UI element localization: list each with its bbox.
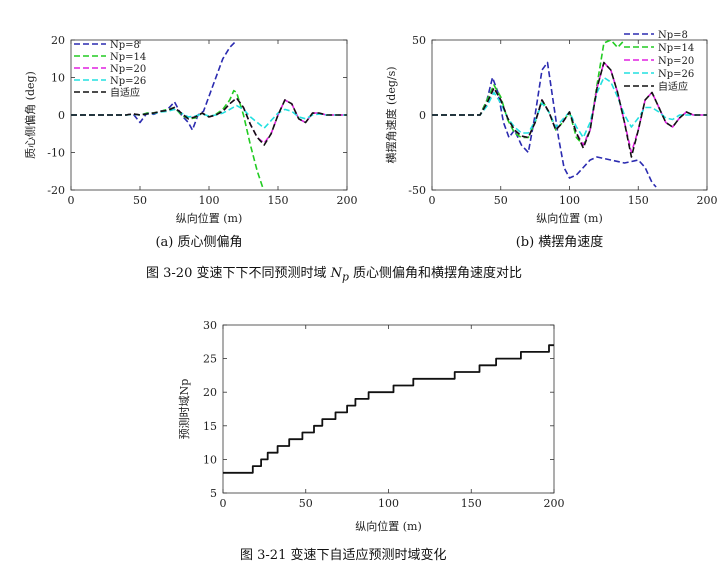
legend-label: Np=20 [110,64,146,75]
y-tick-label: 0 [419,109,426,122]
x-tick-label: 50 [133,194,147,207]
legend-label: 自适应 [658,80,688,93]
x-tick-label: 150 [268,194,289,207]
legend-label: Np=26 [110,76,146,87]
y-tick-label: 20 [51,34,65,47]
x-tick-label: 0 [429,194,436,207]
y-tick-label: 10 [203,453,217,466]
caption-text: 图 3-21 变速下自适应预测时域变化 [240,548,447,563]
series-line-自适应 [432,61,707,158]
y-tick-label: 10 [51,72,65,85]
series-line-自适应 [71,97,347,146]
caption-symbol: N [330,266,342,281]
x-axis-label: 纵向位置 (m) [536,211,603,225]
subfigure-caption: (a) 质心侧偏角 [155,235,242,250]
y-tick-label: 25 [203,353,217,366]
series-group [71,41,347,190]
x-tick-label: 100 [559,194,580,207]
legend-label: Np=26 [658,69,694,80]
x-tick-label: 150 [628,194,649,207]
x-tick-label: 200 [337,194,358,207]
y-tick-label: -20 [47,184,65,197]
y-axis-label: 预测时域Np [178,379,191,440]
legend-label: Np=20 [658,56,694,67]
figure-3-21-caption: 图 3-21 变速下自适应预测时域变化 [240,544,446,563]
y-tick-label: 30 [203,319,217,332]
legend-label: Np=14 [110,52,146,63]
x-tick-label: 100 [199,194,220,207]
y-tick-label: -10 [47,147,65,160]
subfigure-caption: (b) 横摆角速度 [516,234,604,250]
caption-subscript: p [341,270,349,284]
legend-label: Np=8 [658,30,688,41]
figure-3-20-caption: 图 3-20 变速下下不同预测时域 Np 质心侧偏角和横摆角速度对比 [146,262,522,284]
series-line-Np [223,344,554,474]
y-axis-label: 横摆角速度 (deg/s) [384,66,398,163]
x-tick-label: 0 [220,497,227,510]
x-tick-label: 0 [68,194,75,207]
caption-suffix: 质心侧偏角和横摆角速度对比 [348,266,523,281]
x-tick-label: 200 [697,194,718,207]
series-group [223,344,554,474]
y-tick-label: 15 [203,420,217,433]
y-tick-label: 20 [203,386,217,399]
legend-label: 自适应 [110,86,140,99]
series-line-Np=8 [71,41,236,131]
y-tick-label: 0 [58,109,65,122]
x-tick-label: 150 [461,497,482,510]
x-tick-label: 200 [544,497,565,510]
legend-label: Np=8 [110,40,140,51]
y-axis-label: 质心侧偏角 (deg) [23,71,37,159]
legend-label: Np=14 [658,43,694,54]
x-axis-label: 纵向位置 (m) [176,211,243,225]
y-tick-label: 50 [412,34,426,47]
x-tick-label: 50 [494,194,508,207]
series-group [432,40,707,188]
y-tick-label: -50 [408,184,426,197]
x-tick-label: 50 [299,497,313,510]
caption-prefix: 图 3-20 变速下下不同预测时域 [146,266,331,281]
plot-frame [222,324,555,494]
y-tick-label: 5 [210,487,217,500]
x-axis-label: 纵向位置 (m) [355,519,422,533]
x-tick-label: 100 [378,497,399,510]
